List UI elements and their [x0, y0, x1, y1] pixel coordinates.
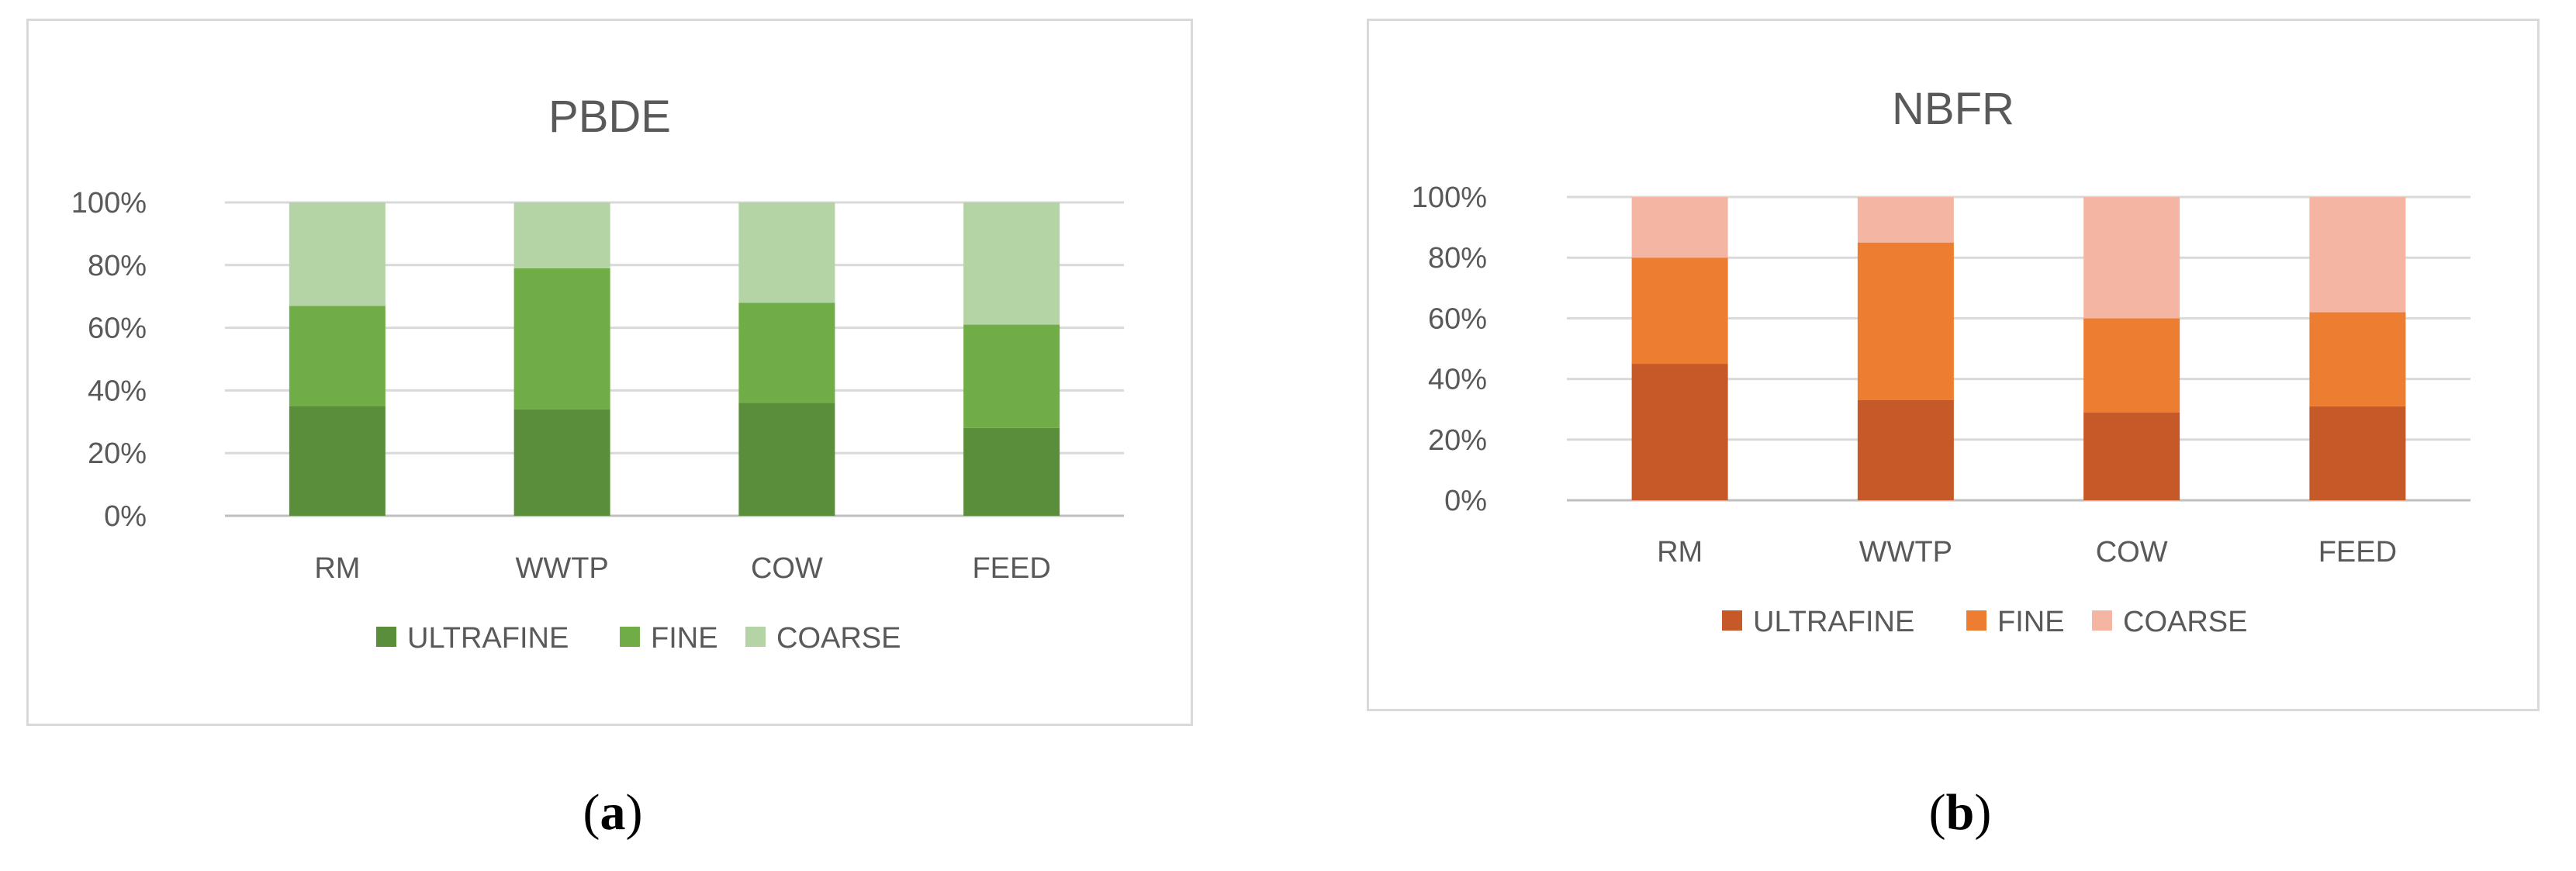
y-tick-label: 80% [1428, 242, 1487, 275]
legend-label-fine: FINE [1997, 606, 2065, 638]
chart-title: PBDE [548, 92, 671, 142]
x-tick-label: RM [314, 552, 360, 585]
bar-coarse-feed [963, 202, 1060, 325]
y-tick-label: 100% [71, 187, 147, 219]
bar-ultrafine-feed [2309, 406, 2406, 500]
chart-title: NBFR [1892, 84, 2014, 134]
bar-ultrafine-cow [738, 403, 835, 516]
legend-swatch-coarse [2092, 610, 2112, 631]
chart-panel-pbde: PBDE 0% 20% 40% 60% 80% 100% RM WWTP COW FEED ULTRA… [26, 19, 1193, 726]
x-tick-label: WWTP [515, 552, 608, 585]
legend-swatch-ultrafine [376, 627, 396, 647]
y-tick-label: 20% [88, 437, 147, 470]
legend-label-fine: FINE [651, 622, 718, 655]
bar-coarse-wwtp [513, 202, 610, 268]
x-tick-label: COW [2096, 536, 2168, 569]
y-tick-label: 60% [88, 313, 147, 345]
y-tick-label: 80% [88, 250, 147, 282]
y-tick-label: 60% [1428, 302, 1487, 335]
bar-ultrafine-wwtp [1857, 399, 1954, 500]
bar-ultrafine-feed [963, 427, 1060, 516]
legend-swatch-fine [1966, 610, 1986, 631]
bar-ultrafine-rm [1631, 364, 1728, 500]
bar-fine-rm [1631, 257, 1728, 365]
legend-label-coarse: COARSE [2123, 606, 2247, 638]
bar-ultrafine-cow [2083, 412, 2180, 500]
bar-ultrafine-rm [289, 406, 386, 516]
bar-fine-feed [2309, 312, 2406, 406]
caption-a: (a) [583, 784, 643, 841]
x-tick-label: COW [751, 552, 823, 585]
legend-swatch-coarse [745, 627, 766, 647]
x-tick-label: RM [1657, 536, 1703, 569]
x-tick-label: WWTP [1859, 536, 1952, 569]
chart-panel-nbfr: NBFR 0% 20% 40% 60% 80% 100% RM WWTP COW FEED ULTRA… [1367, 19, 2540, 711]
bar-coarse-wwtp [1857, 197, 1954, 243]
y-tick-label: 100% [1412, 181, 1487, 214]
legend-swatch-ultrafine [1722, 610, 1742, 631]
y-tick-label: 0% [1444, 485, 1487, 517]
legend-label-ultrafine: ULTRAFINE [407, 622, 569, 655]
y-tick-label: 20% [1428, 424, 1487, 457]
legend-label-coarse: COARSE [776, 622, 901, 655]
x-tick-label: FEED [2318, 536, 2397, 569]
bar-fine-cow [2083, 318, 2180, 413]
bar-fine-rm [289, 306, 386, 406]
y-tick-label: 40% [1428, 364, 1487, 396]
legend-label-ultrafine: ULTRAFINE [1753, 606, 1914, 638]
legend-swatch-fine [620, 627, 640, 647]
bar-coarse-rm [1631, 197, 1728, 258]
bar-coarse-rm [289, 202, 386, 306]
bar-coarse-cow [738, 202, 835, 303]
bar-fine-wwtp [1857, 242, 1954, 400]
y-tick-label: 40% [88, 375, 147, 407]
bar-fine-cow [738, 302, 835, 403]
caption-b: (b) [1928, 784, 1992, 841]
x-tick-label: FEED [972, 552, 1050, 585]
chart-nbfr: NBFR 0% 20% 40% 60% 80% 100% RM WWTP COW FEED ULTRA… [1412, 84, 2471, 638]
bar-ultrafine-wwtp [513, 409, 610, 516]
bar-coarse-feed [2309, 197, 2406, 313]
y-tick-label: 0% [104, 500, 147, 533]
bar-fine-feed [963, 324, 1060, 428]
bar-fine-wwtp [513, 268, 610, 410]
bar-coarse-cow [2083, 197, 2180, 319]
chart-pbde: PBDE 0% 20% 40% 60% 80% 100% RM WWTP COW FEED ULTRA… [71, 92, 1124, 655]
